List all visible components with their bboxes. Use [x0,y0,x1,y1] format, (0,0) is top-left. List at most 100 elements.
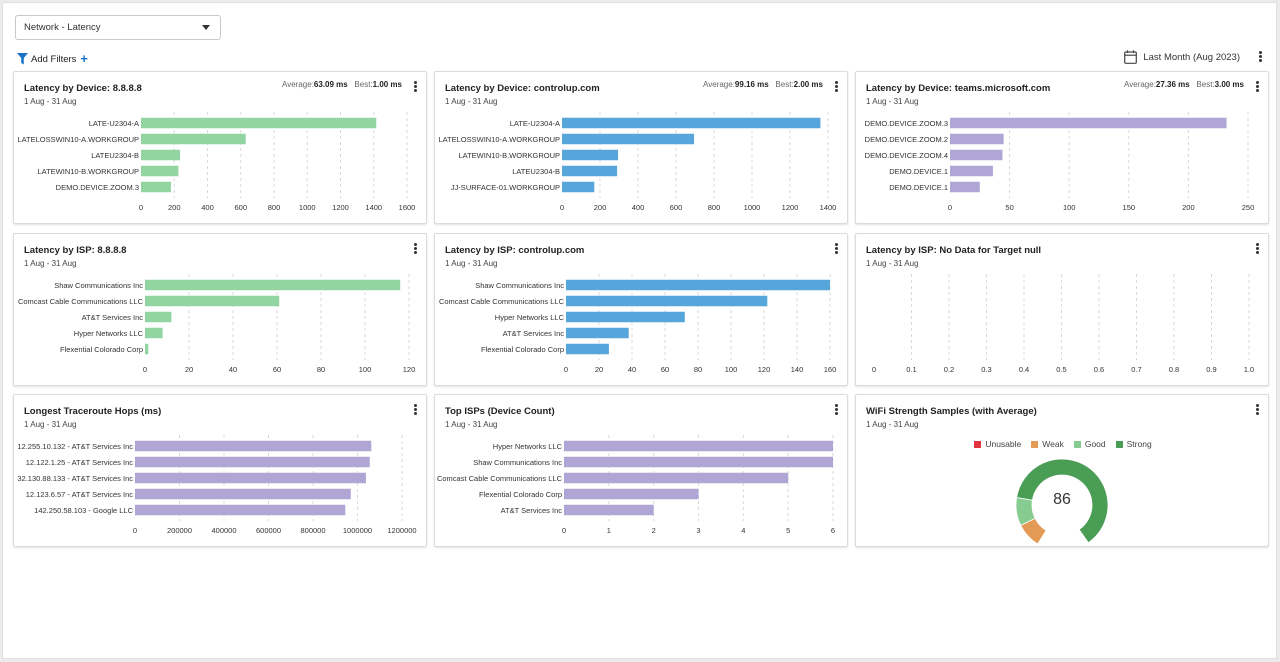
dashboard-selector[interactable]: Network - Latency [15,15,221,40]
bar[interactable] [135,504,346,516]
bar[interactable] [562,149,619,161]
panel-stats: Average:63.09 ms Best:1.00 ms [282,80,402,89]
category-label: LATELOSSWIN10-A.WORKGROUP [17,135,139,144]
x-tick-label: 4 [741,526,745,535]
x-tick-label: 0.4 [1019,365,1029,374]
x-tick-label: 1000 [744,203,761,212]
category-label: Hyper Networks LLC [493,442,563,451]
legend-item[interactable]: Good [1073,439,1106,449]
x-tick-label: 1000 [299,203,316,212]
more-vertical-icon [833,404,839,415]
category-label: Hyper Networks LLC [74,329,144,338]
x-tick-label: 1200 [782,203,799,212]
bar[interactable] [145,295,280,307]
gauge-slice-strong[interactable] [1016,458,1109,544]
bar[interactable] [564,488,699,500]
bar[interactable] [564,440,833,452]
x-tick-label: 120 [758,365,771,374]
x-tick-label: 20 [595,365,603,374]
add-filters-button[interactable]: Add Filters + [17,52,88,66]
legend-item[interactable]: Weak [1031,439,1064,449]
more-vertical-icon [833,81,839,92]
bar[interactable] [950,149,1003,161]
bar[interactable] [135,440,372,452]
x-tick-label: 50 [1005,203,1013,212]
bar[interactable] [135,456,370,468]
bar[interactable] [562,117,821,129]
category-label: JJ-SURFACE-01.WORKGROUP [451,183,560,192]
bar[interactable] [145,279,401,291]
dashboard-menu-button[interactable] [1257,51,1265,65]
category-label: Shaw Communications Inc [475,281,564,290]
panel-menu-button[interactable] [412,243,418,254]
legend-label: Strong [1126,439,1152,449]
legend-item[interactable]: Unusable [974,439,1021,449]
bar[interactable] [566,279,830,291]
bar[interactable] [562,165,618,177]
x-tick-label: 120 [403,365,416,374]
panel-title: Latency by ISP: 8.8.8.8 [24,245,127,256]
bar[interactable] [950,117,1227,129]
bar[interactable] [141,165,179,177]
bar[interactable] [141,117,377,129]
bar[interactable] [562,133,695,145]
x-tick-label: 0.7 [1131,365,1141,374]
category-label: LATELOSSWIN10-A.WORKGROUP [438,135,560,144]
panel-menu-button[interactable] [412,404,418,415]
panel-menu-button[interactable] [1254,243,1260,254]
category-label: 12.255.10.132 - AT&T Services Inc [17,442,133,451]
bar[interactable] [562,181,595,193]
more-vertical-icon [1257,51,1263,62]
category-label: Flexential Colorado Corp [479,490,562,499]
x-tick-label: 100 [359,365,372,374]
category-label: Flexential Colorado Corp [60,345,143,354]
average-value: 99.16 ms [734,80,769,89]
bar[interactable] [566,295,768,307]
bar[interactable] [564,472,789,484]
category-label: 12.123.6.57 - AT&T Services Inc [26,490,134,499]
bar-chart: 0 0.1 0.2 0.3 0.4 0.5 0.6 0.7 0.8 0.9 1.0 [872,274,1254,374]
bar[interactable] [566,327,629,339]
bar[interactable] [950,181,980,193]
bar[interactable] [135,488,351,500]
category-label: AT&T Services Inc [503,329,565,338]
x-tick-label: 40 [628,365,636,374]
bar[interactable] [564,456,833,468]
best-value: 3.00 ms [1214,80,1244,89]
latency-device-controlup-panel: Latency by Device: controlup.com 1 Aug - … [434,71,848,224]
bar[interactable] [141,133,246,145]
x-tick-label: 400000 [211,526,236,535]
panel-menu-button[interactable] [1254,404,1260,415]
bar[interactable] [566,311,685,323]
panel-title: Top ISPs (Device Count) [445,406,555,417]
bar[interactable] [135,472,366,484]
panel-menu-button[interactable] [833,404,839,415]
legend-label: Good [1084,439,1106,449]
x-tick-label: 0 [560,203,564,212]
add-filters-label: Add Filters [31,53,77,65]
x-tick-label: 200000 [167,526,192,535]
bar[interactable] [141,149,181,161]
panel-menu-button[interactable] [1254,81,1260,92]
panel-menu-button[interactable] [833,81,839,92]
bar[interactable] [564,504,654,516]
panel-menu-button[interactable] [833,243,839,254]
more-vertical-icon [1254,243,1260,254]
panel-date-range: 1 Aug - 31 Aug [445,97,498,106]
bar[interactable] [145,327,163,339]
bar[interactable] [145,311,172,323]
date-range-label: Last Month (Aug 2023) [1143,51,1240,63]
bar[interactable] [950,133,1004,145]
legend-swatch [1031,440,1039,448]
legend-label: Unusable [985,439,1022,449]
bar[interactable] [950,165,993,177]
date-range-picker[interactable]: Last Month (Aug 2023) [1124,50,1240,64]
panel-menu-button[interactable] [412,81,418,92]
panel-date-range: 1 Aug - 31 Aug [24,259,77,268]
category-label: LATEU2304-B [91,151,139,160]
bar[interactable] [566,343,609,355]
bar[interactable] [145,343,149,355]
legend-item[interactable]: Strong [1115,439,1152,449]
panel-date-range: 1 Aug - 31 Aug [24,420,77,429]
bar[interactable] [141,181,171,193]
